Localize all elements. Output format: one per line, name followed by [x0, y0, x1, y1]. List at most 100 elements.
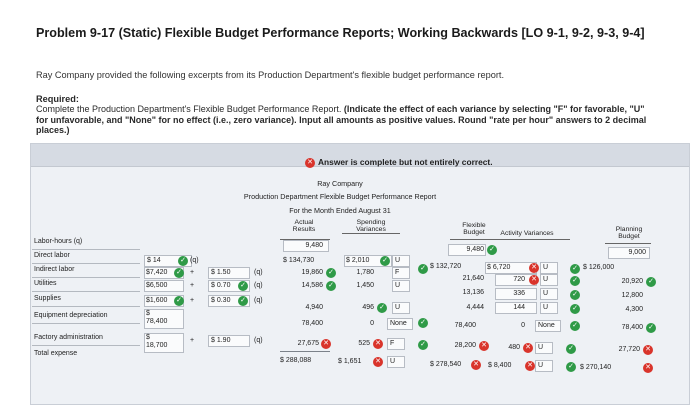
- row-divider: [32, 323, 140, 324]
- required-text: Complete the Production Department's Fle…: [36, 104, 342, 114]
- rate-input[interactable]: [208, 267, 250, 279]
- q-label: (q): [254, 282, 263, 289]
- check-circle-icon: ✓: [570, 304, 580, 314]
- activity-input[interactable]: [495, 288, 537, 300]
- activity-input[interactable]: [495, 302, 537, 314]
- flexible-input[interactable]: [448, 244, 486, 256]
- rate-input[interactable]: [208, 335, 250, 347]
- row-divider: [32, 345, 140, 346]
- spending-effect-select[interactable]: [392, 302, 410, 314]
- check-circle-icon: ✓: [418, 318, 428, 328]
- activity-value: 480: [508, 344, 520, 351]
- activity-effect: U: [543, 290, 549, 297]
- fixed-cost-input[interactable]: [144, 333, 184, 353]
- row-label: Labor-hours (q): [34, 238, 83, 245]
- x-circle-icon: ✕: [523, 343, 533, 353]
- check-circle-icon: ✓: [570, 290, 580, 300]
- check-circle-icon: ✓: [418, 340, 428, 350]
- row-divider: [32, 263, 140, 264]
- spending-value: 1,780: [356, 269, 374, 276]
- q-label: (q): [254, 269, 263, 276]
- spending-value: $ 2,010: [346, 257, 370, 264]
- check-circle-icon: ✓: [178, 256, 188, 266]
- activity-effect-select[interactable]: [540, 302, 558, 314]
- planning-value: 12,800: [621, 292, 643, 299]
- activity-effect: U: [543, 264, 549, 271]
- check-circle-icon: ✓: [646, 277, 656, 287]
- header-actual-results: Actual Results: [280, 219, 328, 234]
- required-label: Required:: [36, 94, 79, 104]
- activity-value: $ 6,720: [487, 264, 511, 271]
- header-underline: [280, 239, 330, 240]
- spending-effect-select[interactable]: [387, 338, 405, 350]
- header-underline: [450, 239, 500, 240]
- spending-effect-select[interactable]: [392, 255, 410, 267]
- check-circle-icon: ✓: [487, 245, 497, 255]
- check-circle-icon: ✓: [174, 296, 184, 306]
- actual-input[interactable]: [283, 240, 329, 252]
- activity-effect-select[interactable]: [540, 274, 558, 286]
- required-bold-text: (Indicate the effect of each variance by…: [36, 104, 647, 135]
- spending-value: $ 1,651: [338, 358, 362, 365]
- spending-effect-select[interactable]: [387, 318, 413, 330]
- activity-value: 144: [513, 304, 525, 311]
- rate-value: $ 0.30: [211, 297, 231, 304]
- activity-value: 0: [521, 322, 525, 329]
- x-circle-icon: ✕: [529, 275, 539, 285]
- x-circle-icon: ✕: [525, 361, 535, 371]
- q-label: (q): [254, 337, 263, 344]
- header-planning-label: Planning Budget: [615, 226, 643, 241]
- check-circle-icon: ✓: [646, 323, 656, 333]
- row-divider: [32, 249, 140, 250]
- row-label: Indirect labor: [34, 266, 75, 273]
- row-label: Direct labor: [34, 252, 70, 259]
- spending-effect: U: [395, 282, 401, 289]
- flexible-value: 21,640: [462, 275, 484, 282]
- plus-sign: +: [190, 337, 195, 344]
- answer-panel: [30, 143, 690, 405]
- flexible-value: 4,444: [466, 304, 484, 311]
- plus-sign: +: [190, 282, 195, 289]
- check-circle-icon: ✓: [326, 268, 336, 278]
- spending-effect-select[interactable]: [392, 280, 410, 292]
- q-label: (q): [254, 297, 263, 304]
- row-label: Factory administration: [34, 334, 103, 341]
- spending-value: 1,450: [356, 282, 374, 289]
- planning-value: 27,720: [618, 346, 640, 353]
- planning-input[interactable]: [608, 247, 650, 259]
- spending-effect-select[interactable]: [387, 356, 405, 368]
- activity-effect-select[interactable]: [540, 262, 558, 274]
- header-underline: [605, 243, 651, 244]
- row-divider: [32, 291, 140, 292]
- x-circle-icon: ✕: [471, 360, 481, 370]
- activity-effect-select[interactable]: [540, 288, 558, 300]
- x-circle-icon: ✕: [479, 341, 489, 351]
- fixed-cost-input[interactable]: [144, 280, 184, 292]
- actual-value: 9,480: [305, 242, 323, 249]
- activity-effect-select[interactable]: [535, 342, 553, 354]
- check-circle-icon: ✓: [566, 362, 576, 372]
- spending-value: 0: [370, 320, 374, 327]
- activity-value: 720: [513, 276, 525, 283]
- actual-value: 4,940: [305, 304, 323, 311]
- spending-effect: U: [395, 304, 401, 311]
- x-circle-icon: ✕: [321, 339, 331, 349]
- spending-effect-select[interactable]: [392, 267, 410, 279]
- spending-value: 525: [358, 340, 370, 347]
- header-flexible-label: Flexible Budget: [462, 222, 486, 237]
- header-activity-variances: Activity Variances: [487, 230, 567, 237]
- actual-value: $ 288,088: [280, 357, 312, 364]
- flexible-value: $ 132,720: [430, 263, 462, 270]
- activity-effect: U: [538, 362, 544, 369]
- fixed-cost-input[interactable]: [144, 309, 184, 329]
- flexible-value: 9,480: [466, 246, 484, 253]
- activity-effect-select[interactable]: [535, 320, 561, 332]
- x-circle-icon: ✕: [643, 363, 653, 373]
- x-circle-icon: ✕: [643, 345, 653, 355]
- spending-effect: F: [395, 269, 400, 276]
- activity-effect-select[interactable]: [535, 360, 553, 372]
- check-circle-icon: ✓: [326, 281, 336, 291]
- report-period: For the Month Ended August 31: [289, 206, 391, 215]
- activity-effect: None: [538, 322, 555, 329]
- row-label: Utilities: [34, 280, 57, 287]
